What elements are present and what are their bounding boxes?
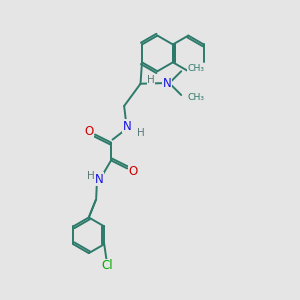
Text: H: H <box>87 171 95 181</box>
Text: CH₃: CH₃ <box>187 93 204 102</box>
Text: N: N <box>123 120 131 133</box>
Text: H: H <box>137 128 145 138</box>
Text: N: N <box>163 76 172 90</box>
Text: CH₃: CH₃ <box>187 64 204 74</box>
Text: N: N <box>95 172 103 186</box>
Text: O: O <box>128 165 138 178</box>
Text: H: H <box>147 75 155 85</box>
Text: Cl: Cl <box>101 260 113 272</box>
Text: O: O <box>85 125 94 138</box>
